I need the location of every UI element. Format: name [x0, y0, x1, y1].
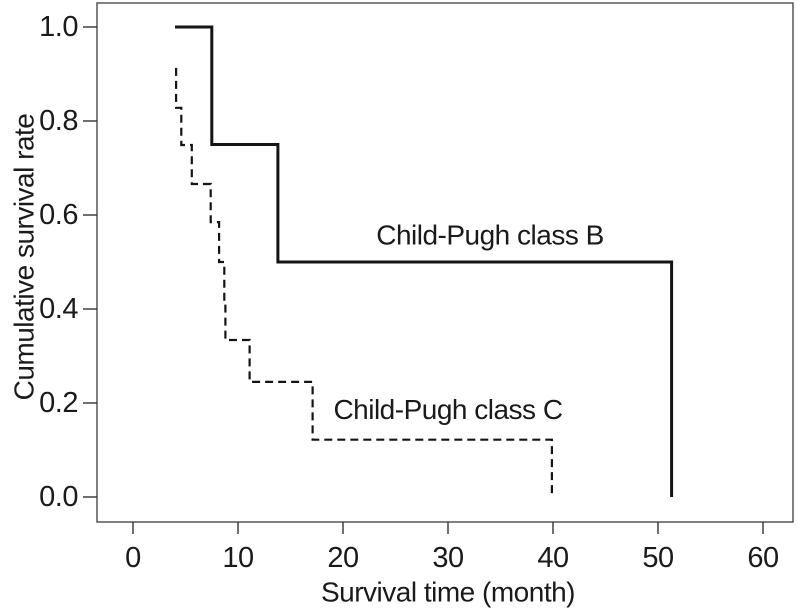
y-axis-title: Cumulative survival rate [9, 114, 40, 401]
y-axis-tick-label: 0.8 [39, 105, 78, 137]
y-axis-tick-label: 0.4 [39, 293, 78, 325]
x-axis-tick-label: 20 [327, 542, 358, 574]
y-axis-tick-label: 1.0 [39, 11, 78, 43]
series-label-class-c: Child-Pugh class C [333, 394, 562, 425]
x-axis-tick-label: 40 [537, 542, 568, 574]
series-line-class-b [175, 25, 674, 497]
x-axis-title: Survival time (month) [321, 577, 575, 608]
y-axis-tick-label: 0.2 [39, 387, 78, 419]
plot-border [96, 2, 794, 523]
series-line-class-c [175, 67, 553, 497]
series-label-class-b: Child-Pugh class B [376, 220, 604, 251]
y-axis-tick-label: 0.6 [39, 199, 78, 231]
x-axis-tick-label: 50 [642, 542, 673, 574]
y-axis-tick-label: 0.0 [39, 481, 78, 513]
x-axis-tick-label: 60 [747, 542, 778, 574]
x-axis-tick-label: 30 [432, 542, 463, 574]
x-axis-tick-label: 0 [125, 542, 141, 574]
x-axis-tick-label: 10 [222, 542, 253, 574]
